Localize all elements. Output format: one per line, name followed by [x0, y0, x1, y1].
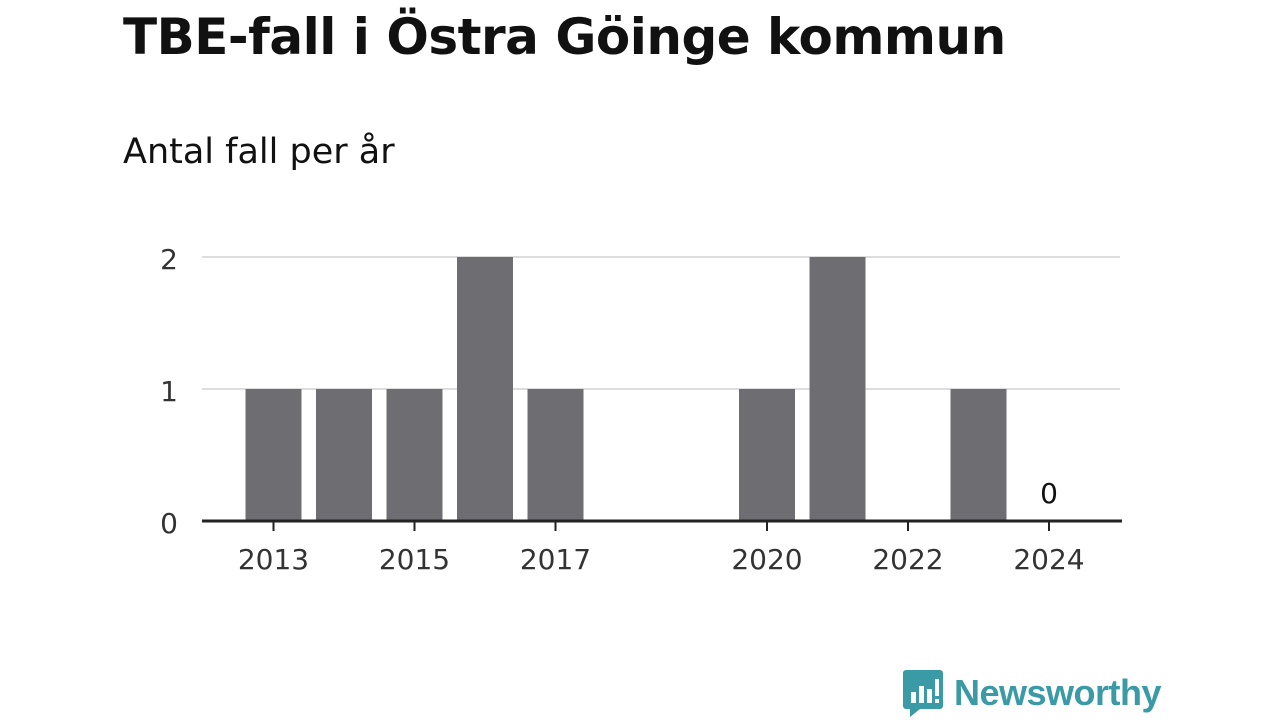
- bar-2023: [950, 389, 1007, 521]
- x-tick-label: 2017: [520, 543, 591, 576]
- bar-2015: [386, 389, 443, 521]
- bar-2016: [457, 257, 513, 521]
- y-tick-label: 2: [160, 243, 178, 276]
- y-tick-label: 0: [160, 507, 178, 540]
- x-tick-label: 2020: [731, 543, 802, 576]
- bar-2014: [316, 389, 372, 521]
- newsworthy-logo: Newsworthy: [902, 668, 1162, 718]
- data-label: 0: [1040, 477, 1058, 510]
- x-tick-label: 2024: [1013, 543, 1084, 576]
- bar-2021: [809, 257, 866, 521]
- chart-subtitle: Antal fall per år: [123, 132, 395, 172]
- bar-2020: [739, 389, 795, 521]
- x-tick-label: 2015: [379, 543, 450, 576]
- x-tick-label: 2022: [872, 543, 943, 576]
- bar-2017: [527, 389, 584, 521]
- bar-2013: [245, 389, 302, 521]
- x-tick-label: 2013: [238, 543, 309, 576]
- bar-chart-speech-bubble-icon: [903, 670, 943, 717]
- brand-name: Newsworthy: [954, 672, 1162, 713]
- chart-title: TBE-fall i Östra Göinge kommun: [123, 8, 1006, 66]
- y-tick-label: 1: [160, 375, 178, 408]
